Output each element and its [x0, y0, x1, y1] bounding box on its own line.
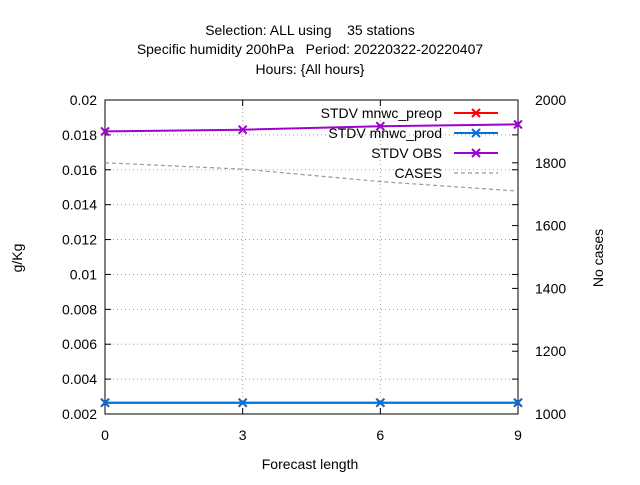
- data-point: [100, 397, 110, 408]
- series-cases: [104, 162, 519, 192]
- title-line-1: Selection: ALL using 35 stations: [205, 22, 415, 38]
- y-tick-label: 0.02: [70, 92, 97, 108]
- x-tick-label: 3: [239, 427, 247, 443]
- grid: [105, 100, 518, 414]
- y-tick-label: 0.006: [62, 336, 97, 352]
- legend-label: STDV mnwc_prod: [328, 125, 442, 141]
- y2-tick-label: 1000: [535, 406, 566, 422]
- data-point: [375, 121, 386, 131]
- plot-frame: [104, 99, 519, 415]
- y2-tick-label: 2000: [535, 92, 566, 108]
- x-tick-label: 0: [101, 427, 109, 443]
- y-tick-label: 0.016: [62, 162, 97, 178]
- data-point: [237, 124, 248, 135]
- legend: STDV mnwc_preop STDV mnwc_prod STDV OBS CAS…: [321, 105, 498, 181]
- legend-label: STDV mnwc_preop: [321, 105, 443, 121]
- series-line: [104, 162, 519, 192]
- legend-label: CASES: [395, 165, 442, 181]
- legend-label: STDV OBS: [371, 145, 442, 161]
- y-tick-label: 0.01: [70, 266, 97, 282]
- y2-axis-label: No cases: [590, 229, 606, 287]
- title-line-2: Specific humidity 200hPa Period: 2022032…: [137, 41, 484, 57]
- y-tick-label: 0.014: [62, 197, 97, 213]
- y2-tick-label: 1200: [535, 343, 566, 359]
- data-point: [237, 397, 248, 408]
- y-tick-label: 0.018: [62, 127, 97, 143]
- x-tick-label: 6: [376, 427, 384, 443]
- y-axis-label: g/Kg: [9, 244, 25, 273]
- x-axis-label: Forecast length: [262, 456, 359, 472]
- series-layer: [100, 119, 523, 408]
- x-tick-label: 9: [514, 427, 522, 443]
- series-stdv-obs: [100, 119, 523, 137]
- data-point: [513, 397, 523, 408]
- y-tick-label: 0.012: [62, 232, 97, 248]
- legend-marker: [471, 108, 481, 118]
- y2-tick-label: 1600: [535, 218, 566, 234]
- data-point: [100, 126, 110, 137]
- y-tick-label: 0.008: [62, 301, 97, 317]
- legend-marker: [471, 128, 481, 138]
- y2-tick-label: 1400: [535, 280, 566, 296]
- title-line-3: Hours: {All hours}: [256, 61, 365, 77]
- data-point: [513, 119, 523, 130]
- y-tick-label: 0.002: [62, 406, 97, 422]
- chart-title: Selection: ALL using 35 stations Specifi…: [137, 22, 484, 77]
- y-tick-label: 0.004: [62, 371, 97, 387]
- axes: 0.002 0.004 0.006 0.008 0.01 0.012 0.014 0.016 0…: [62, 92, 566, 443]
- series-line: [104, 123, 519, 133]
- legend-marker: [471, 148, 481, 158]
- series-stdv-mnwc-prod: [100, 397, 523, 408]
- y2-tick-label: 1800: [535, 155, 566, 171]
- data-point: [375, 397, 386, 408]
